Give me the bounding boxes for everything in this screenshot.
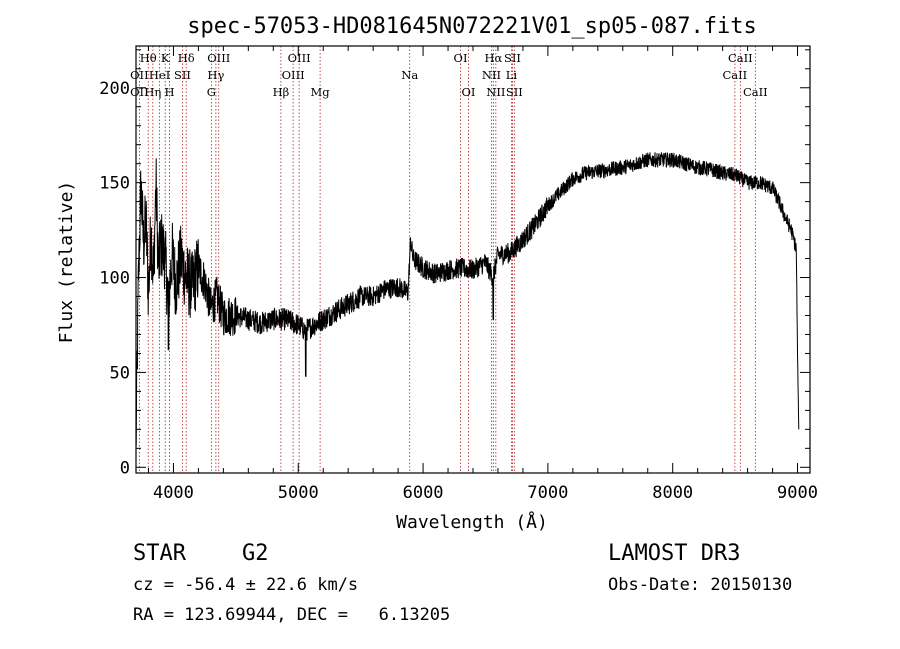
spectral-line-label: OIII — [207, 51, 230, 65]
spectral-line-label: OIII — [288, 51, 311, 65]
spectral-line-label: SII — [174, 68, 191, 82]
spectral-line-label: Li — [506, 68, 518, 82]
spectral-line-label: Mg — [311, 85, 331, 99]
spectral-line-label: Hα — [484, 51, 502, 65]
spectral-line-label: CaII — [743, 85, 768, 99]
y-tick-label: 50 — [110, 363, 130, 383]
x-axis-ticks: 4000 5000 6000 7000 8000 9000 — [147, 46, 818, 503]
x-tick-label: 9000 — [777, 483, 818, 503]
spectral-line-label: G — [207, 85, 216, 99]
x-tick-label: 5000 — [278, 483, 319, 503]
spectral-line-label: K — [161, 51, 170, 65]
spectral-line-labels: HθOIIOIIHηHeIKHSIIHδGHγOIIIHβOIIIOIIIMgN… — [130, 51, 768, 99]
spectral-line-label: H — [165, 85, 175, 99]
spectral-line-label: OII — [130, 68, 149, 82]
x-tick-label: 7000 — [527, 483, 568, 503]
x-tick-label: 8000 — [652, 483, 693, 503]
object-subclass: G2 — [242, 541, 269, 566]
spectral-line-label: SII — [504, 51, 521, 65]
y-tick-label: 150 — [99, 174, 130, 194]
y-tick-label: 200 — [99, 79, 130, 99]
sky-coordinates: RA = 123.69944, DEC = 6.13205 — [133, 605, 450, 625]
spectral-line-label: NII — [486, 85, 505, 99]
spectral-line-label: CaII — [722, 68, 747, 82]
x-axis-label: Wavelength (Å) — [396, 511, 548, 533]
x-tick-label: 4000 — [153, 483, 194, 503]
spectral-line-label: OI — [462, 85, 476, 99]
object-class: STAR — [133, 541, 187, 566]
observation-date: Obs-Date: 20150130 — [608, 575, 792, 595]
spectral-line-label: OII — [130, 85, 149, 99]
x-tick-label: 6000 — [403, 483, 444, 503]
spectral-line-label: Hγ — [207, 68, 224, 82]
spectral-line-label: Hδ — [178, 51, 195, 65]
spectrum-series-line — [135, 152, 800, 446]
spectral-line-label: HeI — [149, 68, 170, 82]
chart-title: spec-57053-HD081645N072221V01_sp05-087.f… — [187, 14, 757, 39]
spectral-line-label: CaII — [728, 51, 753, 65]
spectral-line-label: OI — [454, 51, 468, 65]
survey-name: LAMOST DR3 — [608, 541, 740, 566]
spectral-line-label: Na — [401, 68, 418, 82]
spectral-line-markers — [138, 46, 756, 473]
y-tick-label: 0 — [120, 458, 130, 478]
spectral-line-label: Hη — [144, 85, 161, 99]
y-tick-label: 100 — [99, 269, 130, 289]
spectral-line-label: SII — [506, 85, 523, 99]
spectral-line-label: Hβ — [273, 85, 290, 99]
y-axis-ticks: 0 50 100 150 200 — [99, 49, 810, 478]
spectral-line-label: NII — [482, 68, 501, 82]
y-axis-label: Flux (relative) — [56, 181, 77, 344]
spectral-line-label: Hθ — [140, 51, 157, 65]
spectral-line-label: OIII — [282, 68, 305, 82]
redshift-velocity: cz = -56.4 ± 22.6 km/s — [133, 575, 358, 595]
plot-frame — [135, 45, 811, 474]
